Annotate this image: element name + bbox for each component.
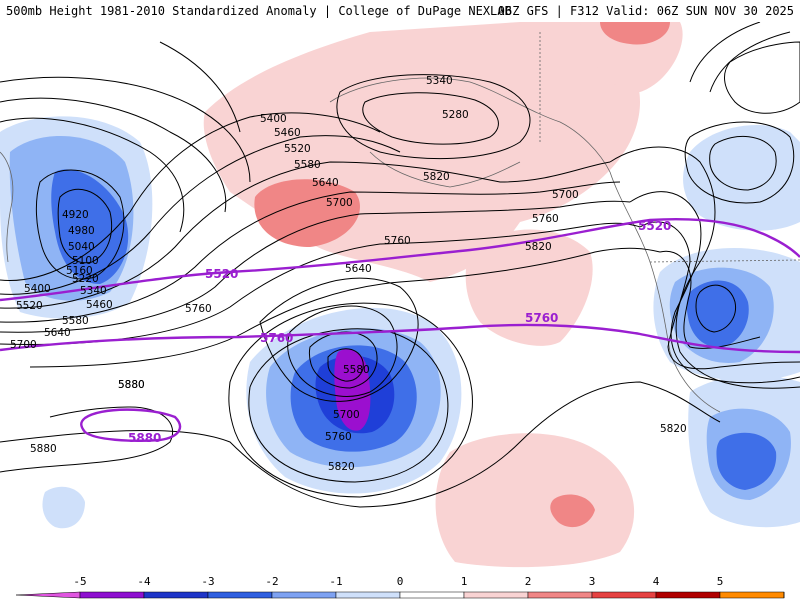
- contour-label: 5880: [118, 379, 145, 391]
- contour-label: 5760: [532, 213, 559, 225]
- contour-label: 5700: [326, 197, 353, 209]
- contour-label: 5340: [80, 285, 107, 297]
- coastlines: [0, 32, 800, 413]
- colorbar-segment: [719, 591, 785, 599]
- contour-label: 5880: [30, 443, 57, 455]
- highlight-contours: [0, 217, 800, 442]
- negative-anomaly-region: [42, 486, 85, 529]
- negative-anomaly-region: [51, 169, 129, 284]
- colorbar-tick-label: 4: [653, 575, 660, 588]
- colorbar-segment: [655, 591, 721, 599]
- contour-label: 5580: [62, 315, 89, 327]
- colorbar: -5 -4 -3 -2 -1 0 1 2 3 4 5: [0, 570, 800, 600]
- contour-label-5520-west: 5520: [205, 267, 238, 281]
- colorbar-tick-label: -1: [329, 575, 342, 588]
- colorbar-segment: [143, 591, 209, 599]
- contour-labels: 4920 4980 5040 5100 5160 5220 5340 5400 …: [10, 75, 687, 473]
- contour-label: 5580: [294, 159, 321, 171]
- contour-label: 4980: [68, 225, 95, 237]
- contour-label: 5820: [525, 241, 552, 253]
- colorbar-segment: [335, 591, 401, 599]
- colorbar-segment: [463, 591, 529, 599]
- colorbar-segment: [79, 591, 145, 599]
- colorbar-tick-label: -4: [137, 575, 151, 588]
- contour-label: 5400: [260, 113, 287, 125]
- contour-label: 5220: [72, 273, 99, 285]
- contour-label: 5280: [442, 109, 469, 121]
- model-valid-time: 06Z GFS | F312 Valid: 06Z SUN NOV 30 202…: [497, 4, 794, 18]
- positive-anomaly-region: [435, 433, 635, 568]
- contour-label: 5040: [68, 241, 95, 253]
- colorbar-segment: [527, 591, 593, 599]
- contour-label: 5460: [86, 299, 113, 311]
- colorbar-segment: [207, 591, 273, 599]
- contour-label-5520-east: 5520: [638, 219, 671, 233]
- contour-label: 5640: [312, 177, 339, 189]
- contour-label: 5760: [384, 235, 411, 247]
- negative-anomaly-region: [716, 432, 777, 490]
- colorbar-canvas: -5 -4 -3 -2 -1 0 1 2 3 4 5: [15, 575, 785, 599]
- colorbar-ticks: -5 -4 -3 -2 -1 0 1 2 3 4 5: [73, 575, 723, 588]
- map-canvas: 4920 4980 5040 5100 5160 5220 5340 5400 …: [0, 22, 800, 570]
- header: 500mb Height 1981-2010 Standardized Anom…: [0, 0, 800, 22]
- negative-anomaly-region: [334, 348, 371, 431]
- positive-anomaly-region: [600, 22, 670, 45]
- contour-label: 5700: [10, 339, 37, 351]
- weather-map: 4920 4980 5040 5100 5160 5220 5340 5400 …: [0, 22, 800, 570]
- colorbar-tick-label: -5: [73, 575, 86, 588]
- contour-label-5760-east: 5760: [525, 311, 558, 325]
- colorbar-segment: [591, 591, 657, 599]
- negative-anomaly-region: [683, 124, 800, 231]
- contour-label: 5820: [660, 423, 687, 435]
- contour-label: 5640: [44, 327, 71, 339]
- contour-label: 5580: [343, 364, 370, 376]
- contour-label: 5820: [328, 461, 355, 473]
- colorbar-segments: [15, 591, 785, 599]
- contour-label: 5700: [333, 409, 360, 421]
- contour-label-5760-west: 5760: [260, 331, 293, 345]
- positive-anomaly-region: [465, 229, 593, 346]
- colorbar-tick-label: 3: [589, 575, 596, 588]
- contour-label: 5760: [185, 303, 212, 315]
- contour-label: 5640: [345, 263, 372, 275]
- contour-label: 5700: [552, 189, 579, 201]
- colorbar-segment: [399, 591, 465, 599]
- contour-label: 5400: [24, 283, 51, 295]
- highlight-labels: 5520 5520 5760 5760 5880: [128, 219, 671, 445]
- contour-label: 5760: [325, 431, 352, 443]
- colorbar-tick-label: -2: [265, 575, 278, 588]
- contour-label: 5520: [16, 300, 43, 312]
- contour-label: 5880: [118, 379, 145, 391]
- colorbar-tick-label: -3: [201, 575, 214, 588]
- map-title: 500mb Height 1981-2010 Standardized Anom…: [6, 4, 512, 18]
- contour-label: 5460: [274, 127, 301, 139]
- contour-label: 5100: [72, 255, 99, 267]
- contour-label: 5340: [426, 75, 453, 87]
- positive-anomaly-region: [550, 494, 595, 528]
- colorbar-segment: [15, 591, 81, 599]
- contour-label: 5520: [284, 143, 311, 155]
- contour-label: 5160: [66, 265, 93, 277]
- colorbar-tick-label: 2: [525, 575, 532, 588]
- contour-label: 5820: [423, 171, 450, 183]
- positive-anomaly-region: [254, 179, 360, 247]
- colorbar-tick-label: 0: [397, 575, 404, 588]
- colorbar-tick-label: 5: [717, 575, 724, 588]
- colorbar-segment: [271, 591, 337, 599]
- height-contours: [0, 22, 800, 508]
- contour-label-5880: 5880: [128, 431, 161, 445]
- colorbar-tick-label: 1: [461, 575, 468, 588]
- contour-label: 4920: [62, 209, 89, 221]
